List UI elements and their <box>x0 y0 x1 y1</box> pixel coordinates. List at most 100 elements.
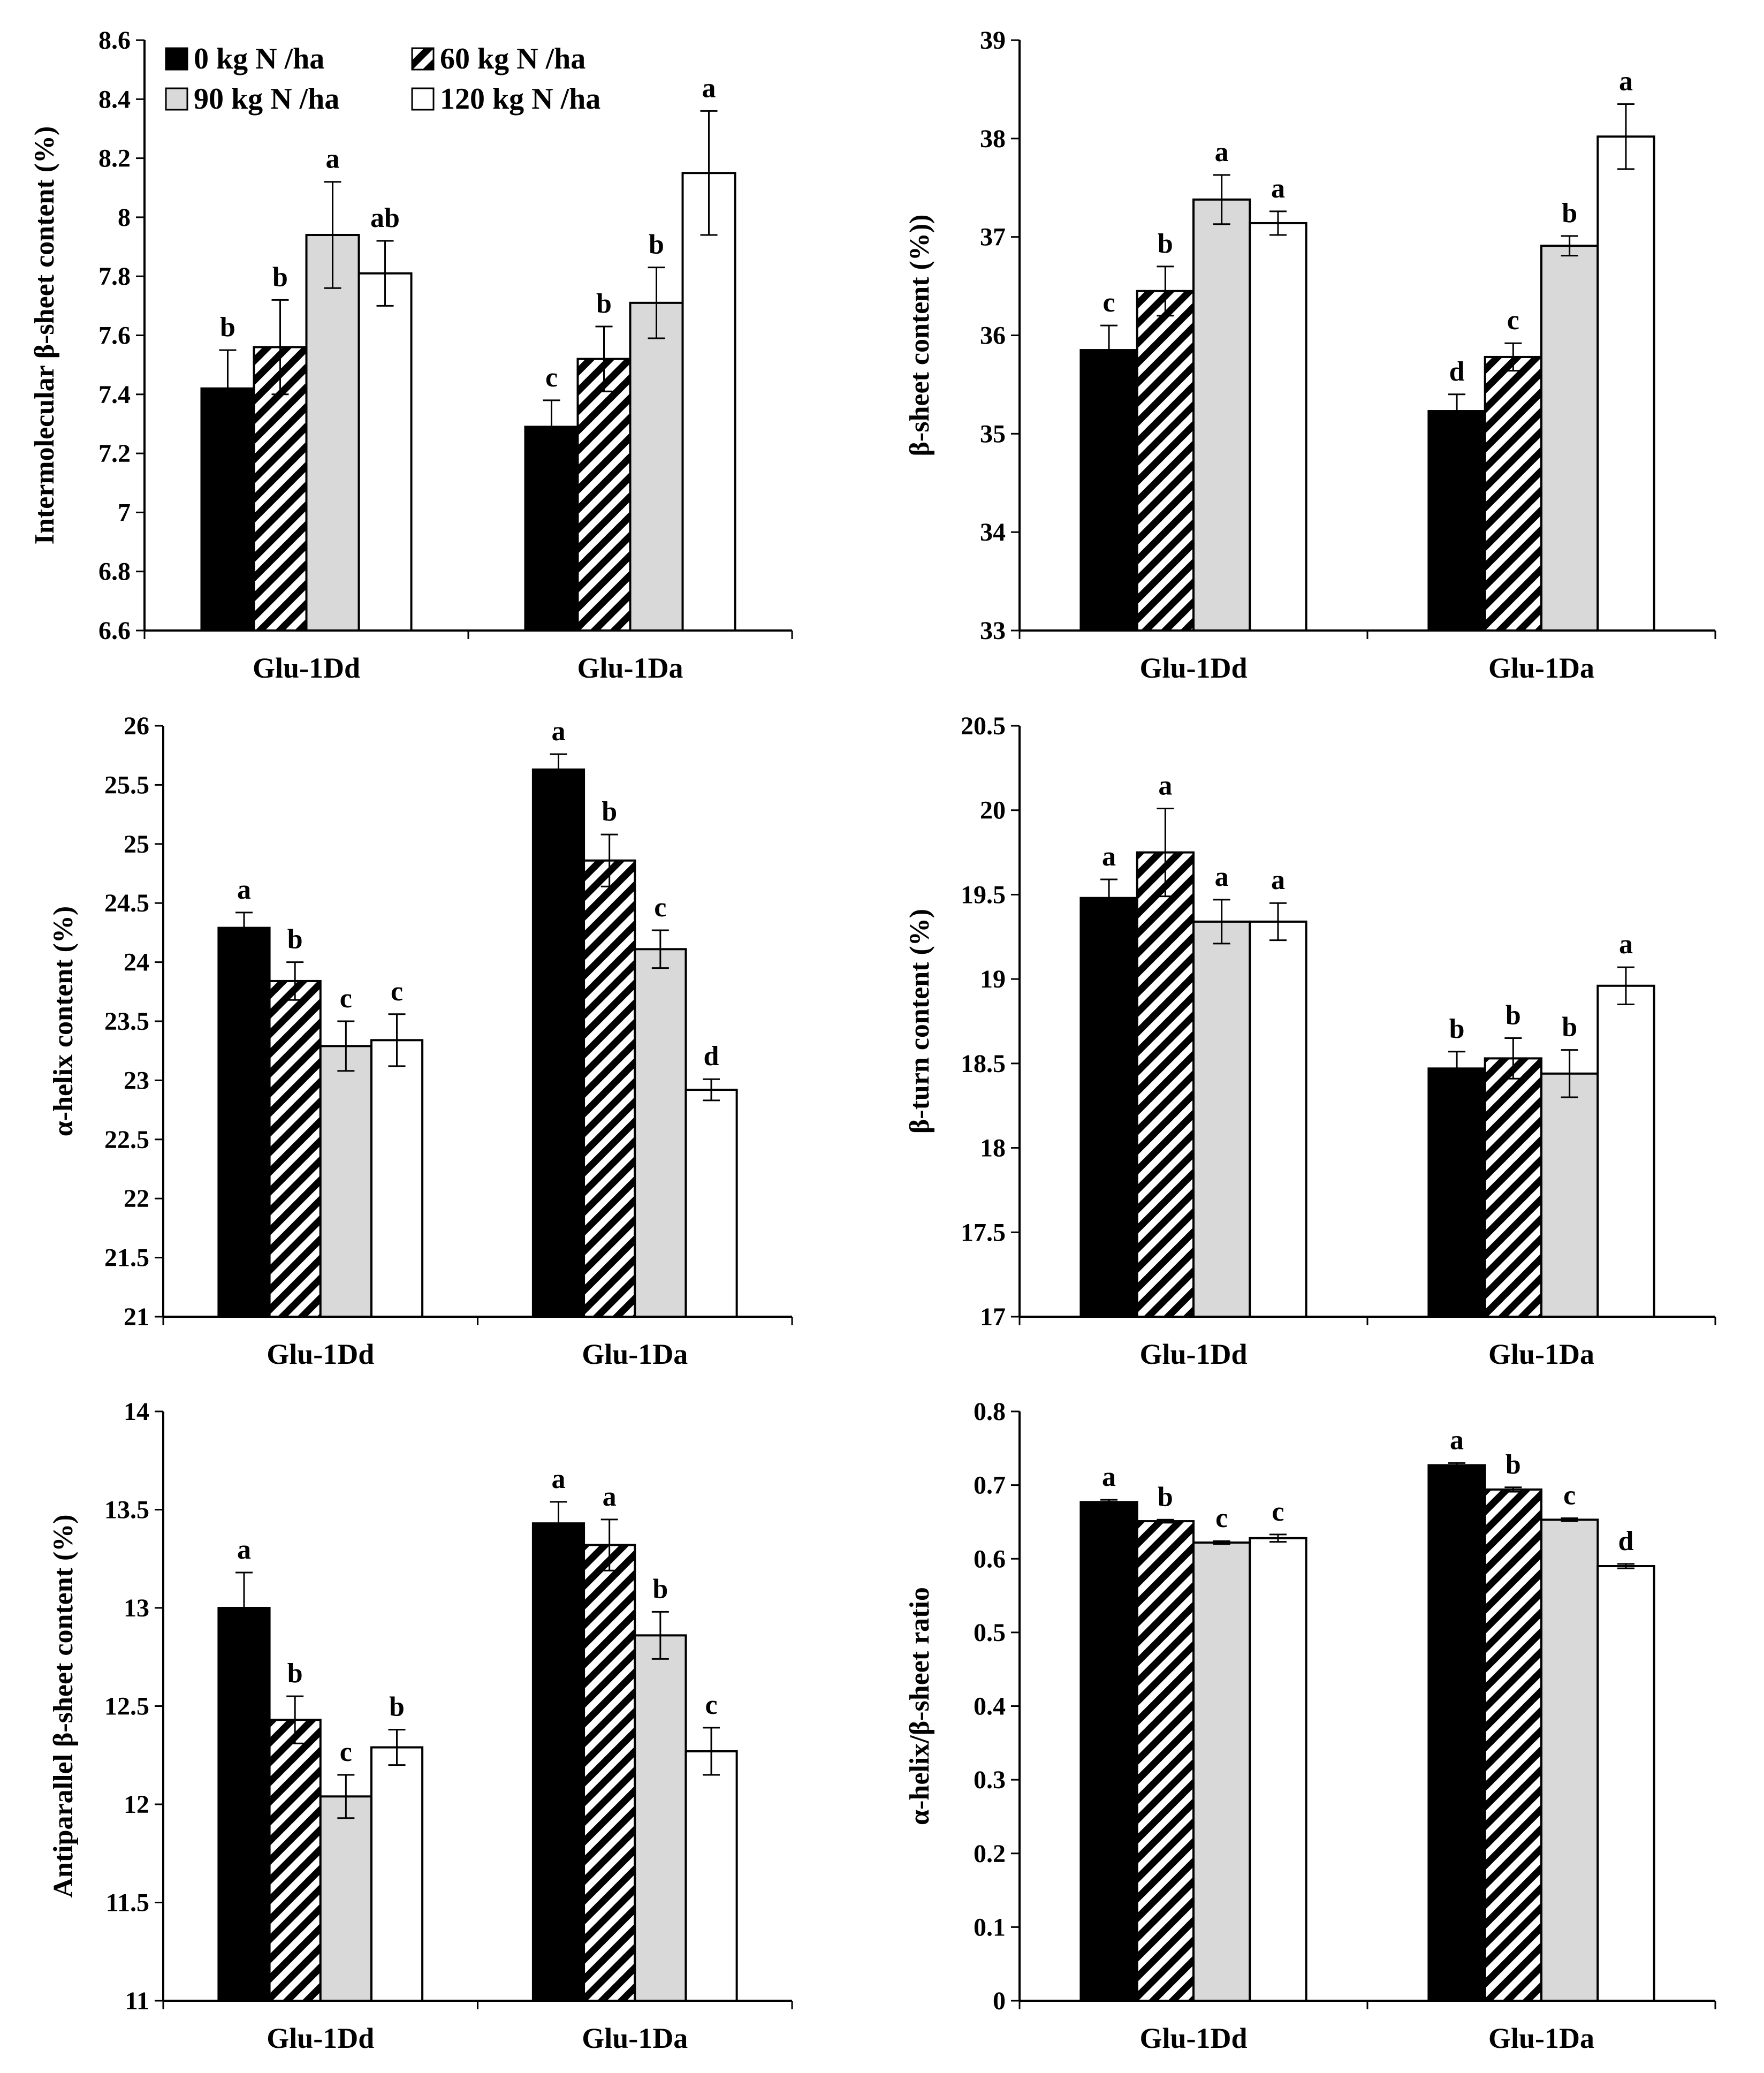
legend-label: 90 kg N /ha <box>194 82 339 116</box>
bar <box>358 272 413 632</box>
y-tick-label: 0.8 <box>974 1398 1006 1426</box>
y-tick-label: 12.5 <box>104 1692 149 1721</box>
chart-panel-5: 11 11.5 12 12.5 13 13.5 14 Antiparallel β-sheet… <box>48 1398 793 2054</box>
significance-label: b <box>272 262 288 292</box>
significance-label: d <box>1449 356 1465 387</box>
significance-label: a <box>1215 137 1229 168</box>
significance-label: a <box>1102 841 1116 872</box>
bar <box>634 948 687 1318</box>
significance-label: a <box>1215 862 1229 892</box>
significance-label: b <box>1506 1000 1521 1031</box>
y-tick-label: 0.5 <box>974 1619 1006 1647</box>
chart-panel-3: 21 21.5 22 22.5 23 23.5 24 24.5 25 25.5 26 α-helix … <box>48 712 793 1370</box>
y-tick-label: 11.5 <box>106 1889 149 1917</box>
bar <box>1427 410 1486 632</box>
y-tick-label: 38 <box>980 125 1006 153</box>
bar <box>1596 1565 1655 2002</box>
bar <box>1136 1520 1195 2002</box>
bar <box>576 358 632 632</box>
significance-label: a <box>237 875 251 905</box>
y-tick-label: 21 <box>124 1303 149 1331</box>
legend-label: 120 kg N /ha <box>440 82 600 116</box>
bar <box>1079 897 1138 1318</box>
y-tick-label: 39 <box>980 26 1006 55</box>
chart-panel-4: 17 17.5 18 18.5 19 19.5 20 20.5 β-turn content (… <box>904 712 1716 1370</box>
category-label: Glu-1Da <box>1488 2022 1594 2054</box>
y-tick-label: 19 <box>980 965 1006 993</box>
legend-item: 120 kg N /ha <box>411 82 600 116</box>
category-label: Glu-1Dd <box>253 652 360 684</box>
bar <box>217 1607 271 2002</box>
bar <box>1192 1541 1251 2002</box>
y-tick-label: 7.4 <box>98 381 131 409</box>
y-tick-label: 17.5 <box>961 1218 1006 1247</box>
significance-label: b <box>1562 198 1577 229</box>
y-tick-label: 8 <box>118 203 131 232</box>
charts: 6.6 6.8 7 7.2 7.4 7.6 7.8 8 8.2 8.4 8.6 Intermolecu… <box>29 26 1716 2054</box>
y-tick-label: 0.1 <box>974 1913 1006 1941</box>
y-tick-label: 7 <box>118 498 131 527</box>
y-axis-title: β-turn content (%) <box>904 909 935 1134</box>
significance-label: b <box>389 1692 405 1722</box>
category-label: Glu-1Da <box>1488 1338 1594 1370</box>
y-tick-label: 26 <box>124 712 149 740</box>
y-tick-label: 23 <box>124 1066 149 1095</box>
significance-label: b <box>652 1574 668 1604</box>
significance-label: c <box>1103 287 1115 318</box>
legend-label: 60 kg N /ha <box>440 42 586 75</box>
significance-label: b <box>1562 1012 1577 1043</box>
bar <box>305 233 360 632</box>
legend-label: 0 kg N /ha <box>194 42 324 75</box>
y-tick-label: 8.2 <box>98 145 131 173</box>
bar <box>1484 355 1542 632</box>
y-tick-label: 8.6 <box>98 26 131 55</box>
bar <box>217 927 271 1318</box>
category-label: Glu-1Dd <box>267 2022 374 2054</box>
legend-swatch <box>411 87 435 111</box>
bar <box>531 1522 586 2002</box>
bar <box>1136 851 1195 1318</box>
y-tick-label: 34 <box>980 518 1006 546</box>
significance-label: a <box>1102 1462 1116 1492</box>
category-label: Glu-1Da <box>582 1338 688 1370</box>
bar <box>1596 135 1655 632</box>
significance-label: a <box>603 1482 617 1512</box>
y-axis-title: α-helix content (%) <box>48 906 79 1137</box>
bar <box>319 1045 372 1318</box>
y-tick-label: 0.6 <box>974 1545 1006 1573</box>
significance-label: b <box>220 312 235 343</box>
significance-label: a <box>237 1535 251 1565</box>
y-tick-label: 25 <box>124 830 149 859</box>
y-axis-title: α-helix/β-sheet ratio <box>904 1587 935 1825</box>
category-label: Glu-1Da <box>582 2022 688 2054</box>
significance-label: a <box>1450 1425 1464 1455</box>
significance-label: c <box>391 976 403 1007</box>
significance-label: c <box>340 1737 352 1767</box>
y-tick-label: 0.2 <box>974 1840 1006 1868</box>
bar <box>1192 920 1251 1318</box>
category-label: Glu-1Dd <box>267 1338 374 1370</box>
y-tick-label: 24.5 <box>104 889 149 917</box>
significance-label: a <box>1271 865 1285 895</box>
bar <box>370 1039 424 1318</box>
y-tick-label: 7.6 <box>98 322 131 350</box>
bar <box>1192 198 1251 632</box>
bar <box>370 1746 424 2002</box>
bar <box>634 1634 687 2002</box>
category-label: Glu-1Da <box>577 652 683 684</box>
significance-label: c <box>705 1690 717 1720</box>
significance-label: a <box>1619 929 1633 960</box>
y-tick-label: 24 <box>124 948 149 977</box>
significance-label: b <box>287 924 303 955</box>
significance-label: c <box>1507 305 1519 336</box>
significance-label: c <box>1215 1503 1228 1533</box>
bar <box>685 1750 738 2002</box>
bar <box>629 301 684 632</box>
bar <box>1427 1067 1486 1318</box>
category-label: Glu-1Dd <box>1139 652 1247 684</box>
significance-label: c <box>1563 1480 1576 1511</box>
y-tick-label: 12 <box>124 1790 149 1819</box>
bar <box>268 1719 322 2002</box>
chart-panel-2: 33 34 35 36 37 38 39 β-sheet content (%)) Glu-1D… <box>904 26 1716 684</box>
bar <box>1249 920 1307 1318</box>
